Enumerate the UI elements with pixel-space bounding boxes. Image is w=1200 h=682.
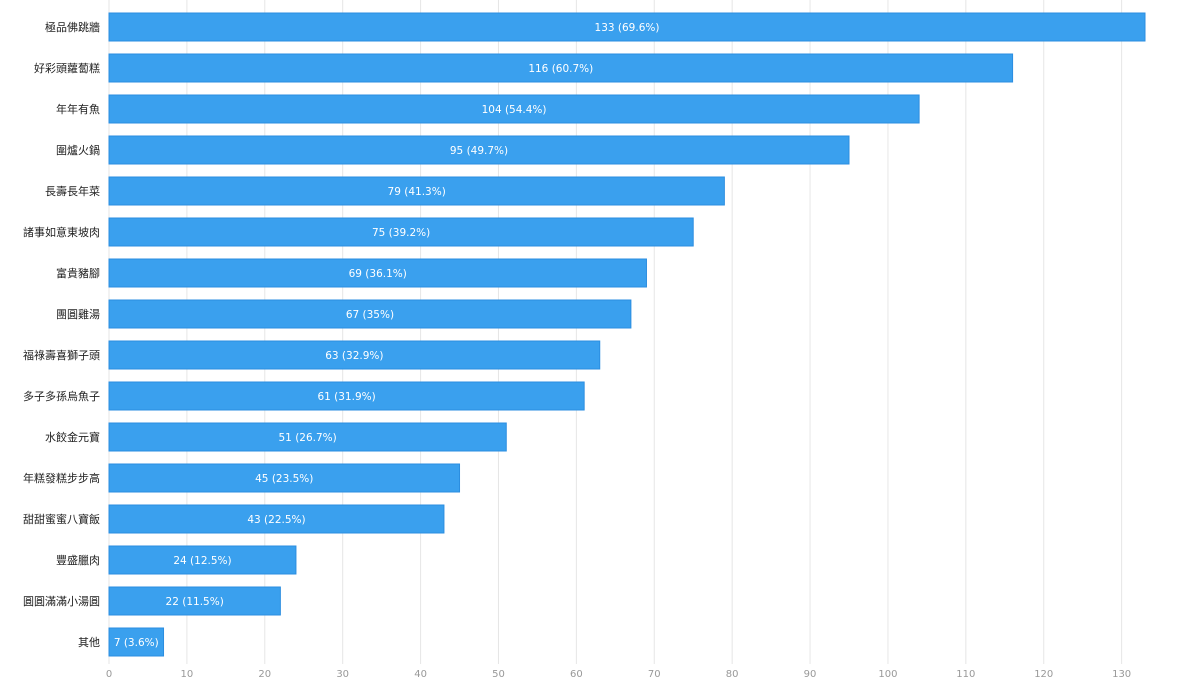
x-tick-label: 0 (106, 669, 112, 680)
data-label: 45 (23.5%) (255, 473, 313, 485)
bar (108, 586, 281, 616)
bar (108, 135, 850, 165)
bar (108, 381, 585, 411)
category-labels: 極品佛跳牆好彩頭蘿蔔糕年年有魚圍爐火鍋長壽長年菜諸事如意東坡肉富貴豬腳團圓雞湯福… (23, 20, 100, 649)
data-label: 22 (11.5%) (166, 596, 224, 608)
bar (108, 504, 445, 534)
data-label: 133 (69.6%) (595, 22, 660, 34)
category-label: 好彩頭蘿蔔糕 (34, 61, 100, 75)
data-label: 67 (35%) (346, 309, 394, 321)
bar (108, 176, 725, 206)
category-label: 圓圓滿滿小湯圓 (23, 595, 100, 608)
bar (108, 12, 1146, 42)
data-label: 63 (32.9%) (325, 350, 383, 362)
x-tick-label: 70 (648, 669, 661, 680)
x-tick-label: 60 (570, 669, 583, 680)
x-tick-label: 130 (1112, 669, 1131, 680)
category-label: 多子多孫烏魚子 (23, 389, 100, 403)
data-label: 7 (3.6%) (114, 637, 159, 649)
category-label: 諸事如意東坡肉 (23, 225, 100, 239)
category-label: 豐盛臘肉 (56, 553, 100, 567)
category-label: 年年有魚 (56, 102, 100, 116)
x-tick-label: 80 (726, 669, 739, 680)
bar (108, 217, 694, 247)
x-tick-label: 40 (414, 669, 427, 680)
x-tick-label: 90 (804, 669, 817, 680)
bar (108, 94, 920, 124)
bars: 133 (69.6%) 116 (60.7%) 104 (54.4%) 95 (49.… (108, 12, 1146, 657)
bar (108, 545, 297, 575)
data-label: 61 (31.9%) (317, 391, 375, 403)
category-label: 水餃金元寶 (45, 430, 100, 444)
category-label: 福祿壽喜獅子頭 (23, 348, 100, 362)
bar (108, 422, 507, 452)
bar (108, 340, 601, 370)
category-label: 團圓雞湯 (56, 307, 100, 321)
x-tick-label: 50 (492, 669, 505, 680)
x-tick-label: 30 (336, 669, 349, 680)
x-tick-label: 10 (181, 669, 194, 680)
category-label: 富貴豬腳 (56, 266, 100, 280)
data-label: 75 (39.2%) (372, 227, 430, 239)
x-axis-ticks: 0 10 20 30 40 50 60 70 80 90 100 110 120 130 (106, 669, 1131, 680)
data-label: 104 (54.4%) (482, 104, 547, 116)
category-label: 極品佛跳牆 (45, 20, 100, 34)
category-label: 長壽長年菜 (45, 184, 100, 198)
category-label: 圍爐火鍋 (56, 143, 100, 157)
bar (108, 258, 647, 288)
bar (108, 627, 165, 657)
x-tick-label: 120 (1034, 669, 1053, 680)
category-label: 甜甜蜜蜜八寶飯 (23, 512, 100, 526)
data-label: 69 (36.1%) (349, 268, 407, 280)
x-tick-label: 110 (956, 669, 975, 680)
data-label: 95 (49.7%) (450, 145, 508, 157)
data-label: 24 (12.5%) (173, 555, 231, 567)
x-tick-label: 100 (878, 669, 897, 680)
category-label: 年糕發糕步步高 (23, 471, 100, 485)
category-label: 其他 (78, 636, 100, 649)
bar (108, 299, 632, 329)
data-label: 43 (22.5%) (247, 514, 305, 526)
data-label: 79 (41.3%) (388, 186, 446, 198)
data-label: 116 (60.7%) (528, 63, 593, 75)
data-label: 51 (26.7%) (279, 432, 337, 444)
bar (108, 463, 461, 493)
x-tick-label: 20 (258, 669, 271, 680)
bar (108, 53, 1014, 83)
